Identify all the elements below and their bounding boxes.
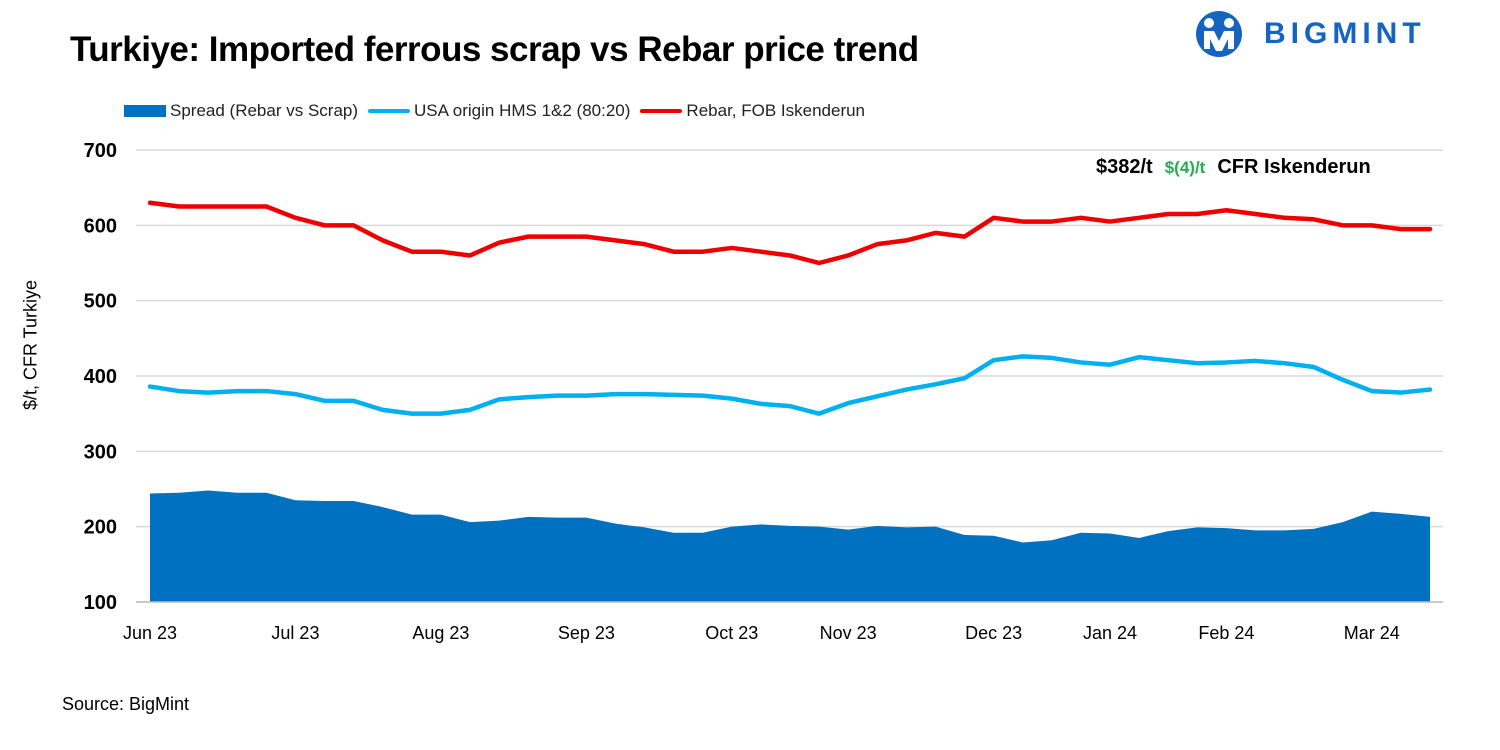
- x-tick-label: Nov 23: [820, 623, 877, 643]
- bigmint-logo: BIGMINT: [1192, 10, 1472, 58]
- series-line-rebar: [147, 200, 1433, 266]
- x-tick-label: Jan 24: [1083, 623, 1137, 643]
- series-area-spread: [150, 490, 1430, 602]
- legend-label-rebar: Rebar, FOB Iskenderun: [686, 101, 866, 120]
- annotation-price: $382/t: [1096, 156, 1153, 178]
- legend-item-rebar: Rebar, FOB Iskenderun: [640, 101, 865, 121]
- chart-title: Turkiye: Imported ferrous scrap vs Rebar…: [70, 30, 919, 69]
- annotation-change: $(4)/t: [1164, 158, 1206, 177]
- x-tick-label: Oct 23: [705, 623, 758, 643]
- y-tick-label: 500: [84, 291, 117, 313]
- y-tick-label: 100: [84, 592, 117, 614]
- x-tick-label: Jun 23: [123, 623, 177, 643]
- series-line-scrap: [147, 354, 1433, 416]
- x-tick-label: Jul 23: [271, 623, 319, 643]
- legend-swatch-scrap: [368, 109, 411, 113]
- annotation-location: CFR Iskenderun: [1217, 156, 1371, 178]
- x-tick-label: Aug 23: [412, 623, 469, 643]
- y-tick-label: 600: [84, 215, 117, 237]
- y-tick-label: 700: [84, 140, 117, 162]
- legend-label-scrap: USA origin HMS 1&2 (80:20): [414, 101, 631, 120]
- bigmint-logo-icon: [1196, 11, 1242, 57]
- price-annotation: $382/t $(4)/t CFR Iskenderun: [1096, 156, 1371, 179]
- legend: Spread (Rebar vs Scrap) USA origin HMS 1…: [124, 101, 875, 121]
- y-tick-label: 400: [84, 366, 117, 388]
- legend-label-spread: Spread (Rebar vs Scrap): [170, 101, 359, 120]
- x-tick-label: Sep 23: [558, 623, 615, 643]
- y-tick-label: 200: [84, 517, 117, 539]
- x-tick-label: Feb 24: [1198, 623, 1254, 643]
- source-note: Source: BigMint: [62, 694, 190, 714]
- legend-item-spread: Spread (Rebar vs Scrap): [124, 101, 358, 121]
- logo-wordmark: BIGMINT: [1264, 17, 1426, 50]
- y-tick-label: 300: [84, 441, 117, 463]
- x-tick-label: Dec 23: [965, 623, 1022, 643]
- x-tick-label: Mar 24: [1344, 623, 1400, 643]
- legend-swatch-spread: [124, 105, 166, 117]
- legend-item-scrap: USA origin HMS 1&2 (80:20): [368, 101, 630, 121]
- legend-swatch-rebar: [640, 109, 683, 113]
